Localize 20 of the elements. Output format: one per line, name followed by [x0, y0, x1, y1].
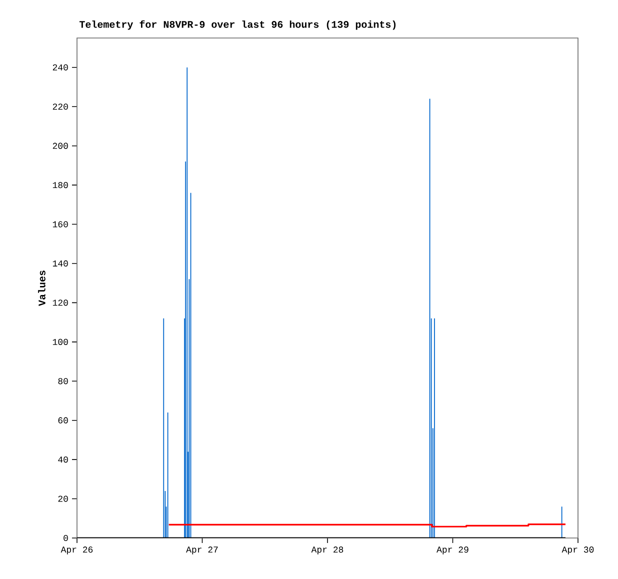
y-tick-label: 220: [52, 104, 68, 110]
x-tick-label: Apr 29: [436, 546, 468, 554]
y-tick-label: 80: [58, 378, 68, 384]
x-tick-label: Apr 26: [60, 546, 93, 554]
y-tick-label: 20: [58, 496, 68, 502]
y-tick-label: 100: [52, 338, 68, 345]
y-tick-label: 0: [64, 534, 68, 542]
y-tick-label: 200: [52, 142, 68, 149]
x-tick-label: Apr 28: [311, 546, 344, 554]
x-tick-label: Apr 30: [562, 546, 594, 554]
chart-title: Telemetry for N8VPR-9 over last 96 hours (139 points): [80, 20, 396, 30]
y-tick-label: 160: [52, 221, 68, 228]
y-tick-label: 180: [52, 182, 68, 188]
y-tick-label: 40: [58, 456, 68, 463]
x-tick-label: Apr 27: [186, 546, 218, 554]
y-tick-label: 120: [52, 300, 68, 306]
y-tick-label: 140: [52, 260, 68, 267]
y-tick-label: 240: [52, 64, 68, 70]
y-axis-title: Values: [38, 270, 46, 306]
y-tick-label: 60: [58, 417, 68, 424]
